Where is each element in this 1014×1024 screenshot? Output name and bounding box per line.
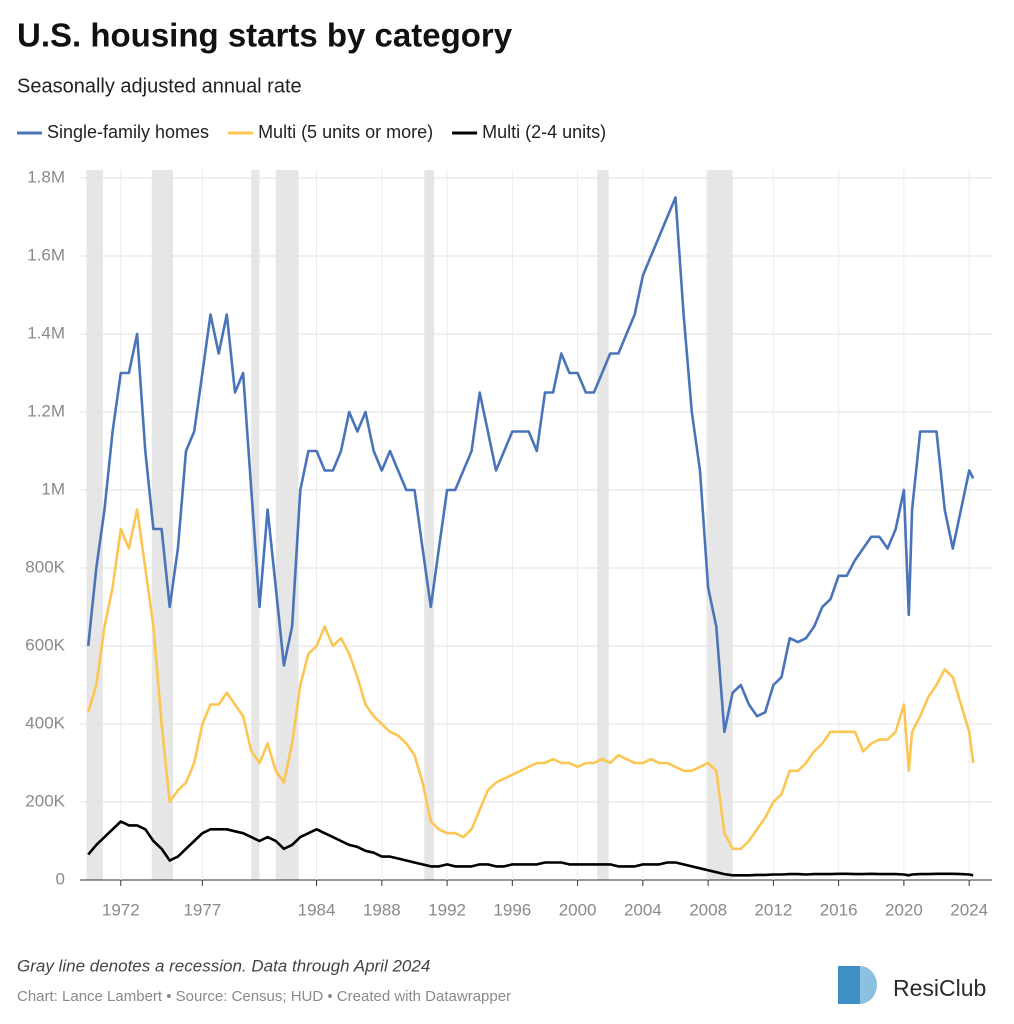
x-tick-label: 2012 (754, 900, 792, 919)
recession-band (151, 170, 173, 880)
logo-block (838, 966, 860, 1004)
credit: Chart: Lance Lambert • Source: Census; H… (17, 988, 511, 1005)
recession-band (251, 170, 260, 880)
y-tick-label: 1.4M (27, 323, 65, 342)
series-line (87, 820, 974, 877)
x-tick-label: 2024 (950, 900, 988, 919)
series-line (86, 196, 975, 734)
chart-subtitle: Seasonally adjusted annual rate (17, 75, 302, 97)
y-tick-label: 1.2M (27, 401, 65, 420)
x-tick-label: 1996 (493, 900, 531, 919)
legend-label: Multi (5 units or more) (258, 122, 433, 142)
note: Gray line denotes a recession. Data thro… (17, 956, 430, 975)
y-tick-label: 400K (25, 713, 65, 732)
legend-label: Multi (2-4 units) (482, 122, 606, 142)
logo-icon (838, 966, 877, 1004)
recession-band (706, 170, 733, 880)
y-tick-label: 800K (25, 557, 65, 576)
y-tick-label: 1.6M (27, 245, 65, 264)
legend: Single-family homes Multi (5 units or mor… (17, 122, 606, 142)
x-tick-label: 2016 (820, 900, 858, 919)
y-tick-label: 600K (25, 635, 65, 654)
y-tick-label: 1M (41, 479, 65, 498)
series-line (86, 508, 975, 851)
legend-label: Single-family homes (47, 122, 209, 142)
logo-text: ResiClub (893, 975, 986, 1001)
recession-band (86, 170, 103, 880)
x-tick-label: 2000 (559, 900, 597, 919)
x-tick-label: 1977 (183, 900, 221, 919)
x-tick-label: 1992 (428, 900, 466, 919)
recession-band (424, 170, 435, 880)
x-tick-label: 1972 (102, 900, 140, 919)
x-tick-label: 1988 (363, 900, 401, 919)
x-tick-label: 2004 (624, 900, 662, 919)
y-tick-label: 200K (25, 791, 65, 810)
x-tick-label: 2008 (689, 900, 727, 919)
x-tick-label: 2020 (885, 900, 923, 919)
chart-title: U.S. housing starts by category (17, 17, 513, 54)
recession-band (275, 170, 299, 880)
x-tick-label: 1984 (298, 900, 336, 919)
recession-band (597, 170, 609, 880)
y-tick-label: 1.8M (27, 167, 65, 186)
logo-arc (860, 966, 877, 1004)
y-tick-label: 0 (56, 869, 65, 888)
